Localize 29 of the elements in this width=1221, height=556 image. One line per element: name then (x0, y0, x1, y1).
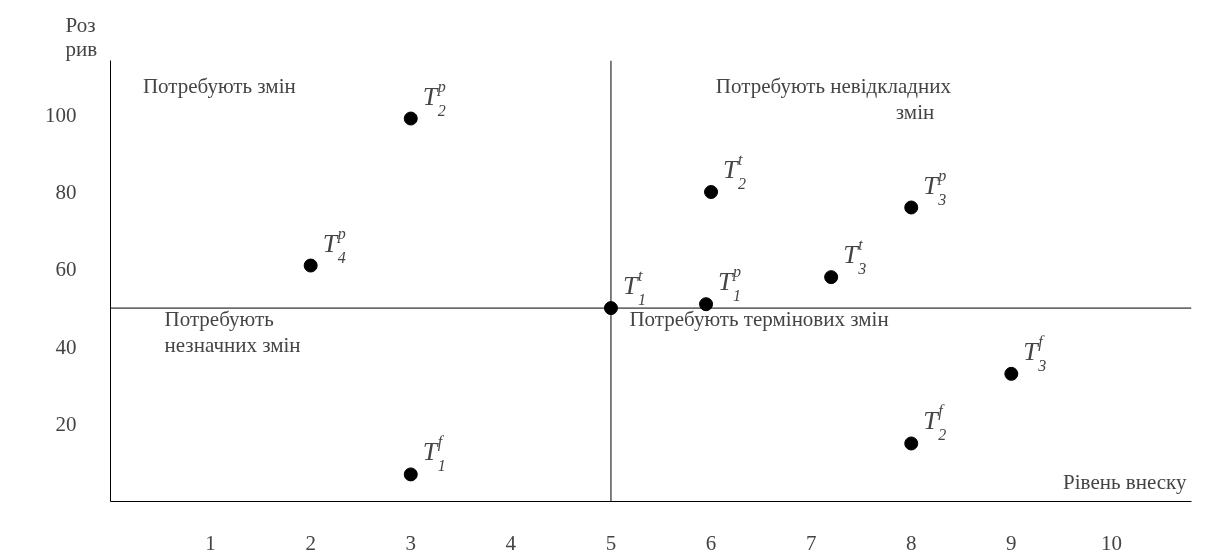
x-tick-label: 4 (505, 530, 517, 555)
point (824, 270, 839, 285)
point (403, 467, 418, 482)
y-tick-label: 100 (45, 102, 77, 127)
point (904, 200, 919, 215)
y-tick-label: 60 (55, 257, 77, 282)
annotation: Потребують невідкладних змін (715, 73, 952, 124)
point (1004, 366, 1019, 381)
x-tick-label: 8 (905, 530, 917, 555)
point (904, 436, 919, 451)
x-tick-label: 2 (305, 530, 316, 555)
y-tick-label: 40 (55, 334, 77, 359)
x-tick-label: 6 (705, 530, 717, 555)
y-tick-label: 80 (55, 180, 77, 205)
y-axis-title: Роз рив (65, 12, 98, 61)
x-tick-label: 10 (1100, 530, 1122, 555)
point (303, 258, 318, 273)
point (403, 111, 418, 126)
y-tick-label: 20 (55, 412, 77, 437)
x-tick-label: 7 (805, 530, 817, 555)
x-axis-title: Рівень внеску (1063, 469, 1187, 494)
x-tick-label: 1 (205, 530, 216, 555)
x-tick-label: 9 (1006, 530, 1017, 555)
x-tick-label: 3 (405, 530, 417, 555)
x-tick-label: 5 (605, 530, 617, 555)
point (704, 185, 719, 200)
annotation: Потребують незначних змін (164, 307, 301, 358)
annotation: Потребують змін (142, 73, 296, 98)
annotation: Потребують термінових змін (629, 307, 889, 332)
